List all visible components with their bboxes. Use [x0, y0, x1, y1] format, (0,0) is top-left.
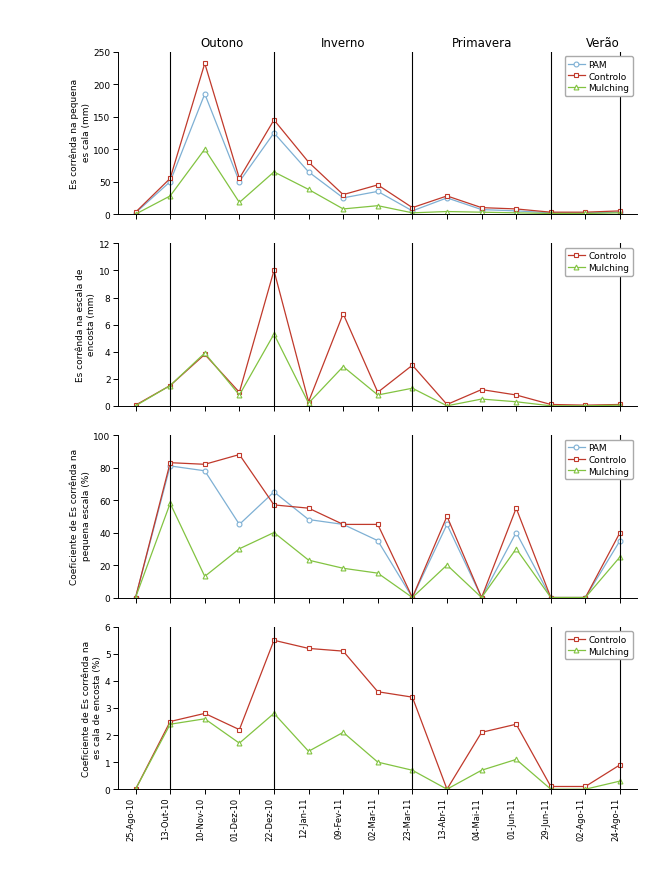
Y-axis label: Es corrênda na escala de
 encosta (mm): Es corrênda na escala de encosta (mm) [76, 268, 97, 381]
Legend: Controlo, Mulching: Controlo, Mulching [565, 248, 633, 276]
Legend: PAM, Controlo, Mulching: PAM, Controlo, Mulching [565, 57, 633, 96]
Y-axis label: Coeficiente de Es corrênda na
 pequena escala (%): Coeficiente de Es corrênda na pequena es… [70, 449, 91, 585]
Y-axis label: Coeficiente de Es corrênda na
 es cala de encosta (%): Coeficiente de Es corrênda na es cala de… [82, 640, 102, 776]
Legend: PAM, Controlo, Mulching: PAM, Controlo, Mulching [565, 440, 633, 480]
Y-axis label: Es corrênda na pequena
 es cala (mm): Es corrênda na pequena es cala (mm) [70, 79, 91, 189]
Legend: Controlo, Mulching: Controlo, Mulching [565, 631, 633, 660]
